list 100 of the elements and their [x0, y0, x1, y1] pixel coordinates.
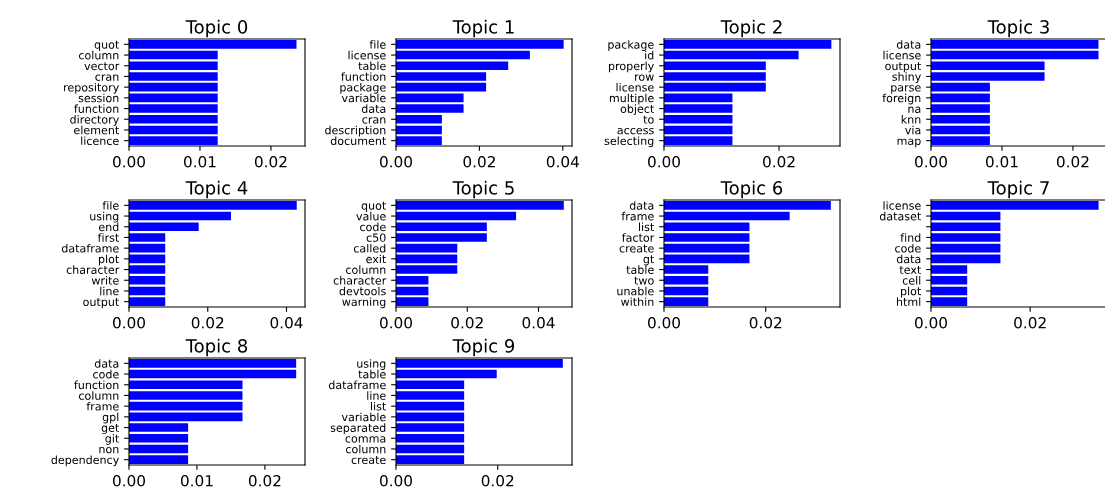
y-tick-label: via — [905, 125, 921, 135]
chart-title: Topic 4 — [185, 180, 248, 199]
y-tick-label: dataframe — [328, 380, 386, 390]
bar — [931, 233, 1001, 242]
bar — [664, 201, 831, 210]
x-tick-label: 0.01 — [180, 474, 213, 487]
y-tick-label: git — [105, 434, 120, 445]
bar — [931, 61, 1045, 71]
bar — [664, 243, 750, 253]
bar — [129, 423, 189, 432]
y-tick-label: foreign — [882, 93, 921, 105]
bar — [396, 359, 563, 368]
y-tick-label: document — [330, 136, 387, 146]
x-tick-label: 0.02 — [451, 316, 483, 329]
bar — [129, 211, 231, 221]
x-tick-label: 0.02 — [248, 474, 281, 487]
y-tick-label: map — [897, 138, 921, 148]
y-tick-label: variable — [341, 93, 386, 103]
bar — [931, 50, 1099, 60]
x-tick-label: 0.02 — [481, 474, 514, 487]
bar — [396, 412, 465, 422]
y-tick-label: html — [896, 297, 921, 306]
bar — [931, 222, 1001, 232]
bar — [664, 136, 733, 145]
x-tick-label: 0.00 — [915, 316, 947, 329]
bar — [396, 50, 530, 60]
y-tick-label: access — [617, 127, 654, 135]
y-tick-label: column — [78, 391, 119, 400]
bar — [931, 275, 968, 285]
y-tick-label: within — [621, 297, 654, 306]
y-tick-label: directory — [70, 115, 119, 126]
bar — [129, 201, 297, 210]
chart-title: Topic 3 — [987, 19, 1049, 38]
bar — [396, 401, 465, 411]
x-tick-label: 0.02 — [763, 155, 795, 168]
y-tick-label: description — [325, 125, 386, 137]
bar — [396, 82, 487, 92]
y-tick-label: object — [620, 104, 655, 116]
y-tick-label: knn — [901, 115, 921, 124]
y-tick-label: license — [883, 201, 921, 210]
bar — [664, 254, 750, 264]
bar — [396, 275, 429, 285]
y-tick-label: list — [371, 401, 387, 411]
bar — [396, 254, 458, 264]
x-tick-label: 0.02 — [254, 155, 287, 168]
chart-title: Topic 6 — [720, 180, 783, 199]
y-tick-label: function — [341, 72, 386, 81]
bar — [664, 233, 750, 242]
y-tick-label: gt — [643, 255, 655, 266]
bar — [664, 50, 799, 60]
y-tick-label: non — [99, 446, 119, 454]
y-tick-label: data — [896, 254, 921, 264]
bar — [664, 72, 766, 81]
bar — [129, 297, 166, 306]
bar — [129, 444, 189, 454]
y-tick-label: dataset — [879, 211, 922, 221]
bar — [396, 369, 497, 379]
y-tick-label: code — [93, 369, 119, 379]
bar — [931, 243, 1001, 253]
y-tick-label: plot — [98, 254, 120, 266]
bar — [129, 401, 243, 411]
y-tick-label: repository — [64, 82, 119, 94]
bar — [931, 297, 968, 306]
bar — [129, 391, 243, 400]
bar — [664, 114, 733, 124]
bar — [664, 286, 709, 296]
chart-title: Topic 7 — [987, 180, 1049, 199]
bar — [931, 265, 968, 274]
bar — [931, 40, 1099, 49]
y-tick-label: line — [100, 286, 119, 296]
bar — [664, 222, 750, 232]
y-tick-label: selecting — [604, 136, 654, 148]
y-tick-label: dependency — [51, 455, 119, 467]
bar — [664, 82, 766, 92]
y-tick-label: shiny — [892, 72, 921, 83]
bar — [664, 297, 709, 306]
bar — [396, 265, 458, 274]
y-tick-label: line — [367, 391, 386, 400]
x-tick-label: 0.00 — [648, 155, 680, 168]
x-tick-label: 0.00 — [380, 474, 412, 487]
bar — [396, 380, 465, 390]
y-tick-label: license — [616, 82, 654, 92]
bar — [129, 369, 297, 379]
y-tick-label: session — [78, 93, 119, 103]
bar — [396, 201, 564, 210]
y-tick-label: table — [626, 265, 654, 274]
bar — [396, 233, 487, 242]
bar — [664, 61, 766, 71]
bar — [396, 391, 465, 400]
x-tick-label: 0.02 — [463, 155, 495, 168]
y-tick-label: comma — [345, 436, 386, 443]
y-tick-label: dataframe — [61, 243, 119, 253]
y-tick-label: write — [91, 276, 119, 285]
bar — [396, 211, 517, 221]
y-tick-label: called — [353, 243, 386, 253]
y-tick-label: data — [94, 359, 119, 368]
bar — [396, 243, 458, 253]
y-tick-label: unable — [617, 286, 654, 296]
bar — [129, 222, 199, 232]
bar — [396, 297, 429, 306]
